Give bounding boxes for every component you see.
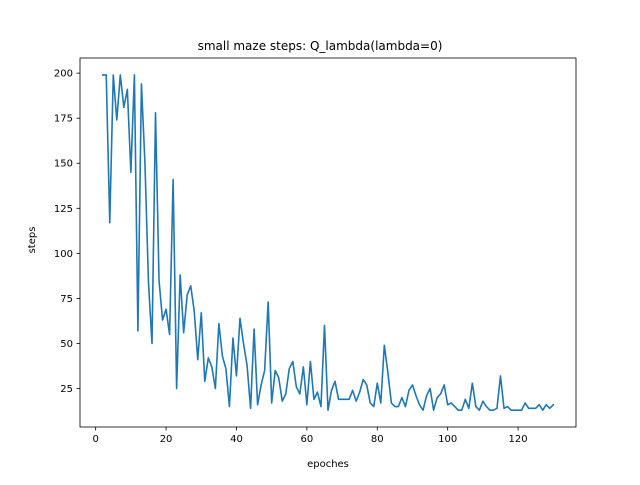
y-tick-label: 200	[54, 69, 73, 80]
y-tick-label: 150	[54, 159, 73, 170]
y-tick-label: 125	[54, 204, 73, 215]
x-tick-label: 120	[509, 434, 528, 445]
axes-frame	[79, 57, 577, 428]
plot-area	[101, 74, 555, 411]
y-tick-label: 100	[54, 249, 73, 260]
y-axis-label: steps	[27, 227, 38, 254]
y-tick-label: 25	[60, 384, 73, 395]
x-tick-label: 60	[301, 434, 314, 445]
series-line-0	[101, 74, 555, 411]
chart-title: small maze steps: Q_lambda(lambda=0)	[198, 39, 443, 53]
x-axis-label: epoches	[307, 459, 349, 470]
y-tick-label: 50	[60, 339, 73, 350]
y-tick-label: 75	[60, 294, 73, 305]
y-axis-ticks: 25 50 75 100 125 150 175 200	[54, 69, 80, 395]
x-axis-ticks: 0 20 40 60 80 100 120	[92, 427, 528, 445]
x-tick-label: 80	[371, 434, 384, 445]
x-tick-label: 20	[160, 434, 173, 445]
x-tick-label: 40	[230, 434, 243, 445]
x-tick-label: 100	[438, 434, 457, 445]
y-tick-label: 175	[54, 114, 73, 125]
x-tick-label: 0	[92, 434, 98, 445]
